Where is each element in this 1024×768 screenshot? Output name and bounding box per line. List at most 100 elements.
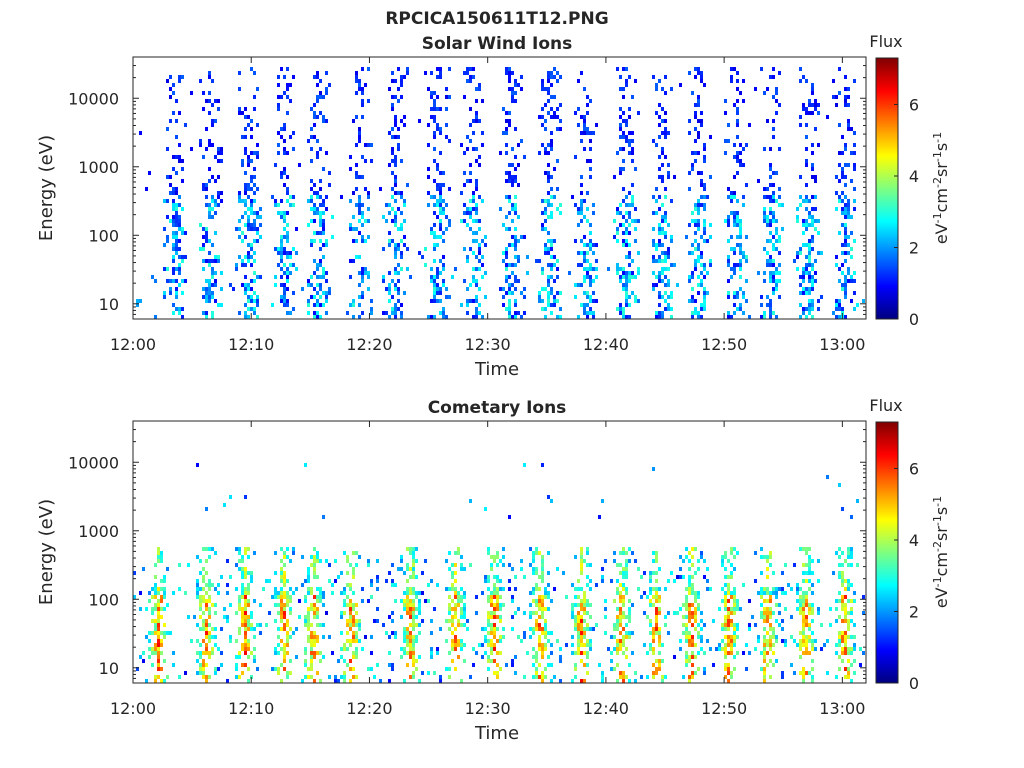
heatmap-cell [283, 595, 286, 599]
heatmap-cell [235, 663, 238, 667]
heatmap-cell [511, 271, 514, 275]
heatmap-cell [652, 75, 655, 79]
heatmap-cell [307, 635, 310, 639]
heatmap-cell [439, 171, 442, 175]
heatmap-cell [250, 299, 253, 303]
heatmap-cell [508, 275, 511, 279]
heatmap-cell [799, 607, 802, 611]
heatmap-cell [628, 231, 631, 235]
heatmap-cell [445, 295, 448, 299]
heatmap-cell [178, 111, 181, 115]
heatmap-cell [799, 547, 802, 551]
heatmap-cell [277, 95, 280, 99]
heatmap-cell [736, 635, 739, 639]
heatmap-cell [709, 235, 712, 239]
heatmap-cell [412, 567, 415, 571]
heatmap-cell [511, 243, 514, 247]
heatmap-cell [316, 291, 319, 295]
heatmap-cell [592, 311, 595, 315]
heatmap-cell [163, 679, 166, 683]
heatmap-cell [499, 639, 502, 643]
heatmap-cell [367, 235, 370, 239]
heatmap-cell [202, 575, 205, 579]
heatmap-cell [346, 647, 349, 651]
heatmap-cell [745, 259, 748, 263]
heatmap-cell [298, 599, 301, 603]
heatmap-cell [808, 671, 811, 675]
heatmap-cell [847, 587, 850, 591]
heatmap-cell [583, 643, 586, 647]
heatmap-cell [583, 255, 586, 259]
heatmap-cell [508, 211, 511, 215]
heatmap-cell [616, 67, 619, 71]
heatmap-cell [574, 667, 577, 671]
heatmap-cell [214, 259, 217, 263]
heatmap-cell [694, 219, 697, 223]
heatmap-cell [844, 603, 847, 607]
heatmap-cell [310, 195, 313, 199]
heatmap-cell [544, 219, 547, 223]
heatmap-cell [475, 219, 478, 223]
heatmap-cell [460, 639, 463, 643]
heatmap-cell [706, 271, 709, 275]
heatmap-cell [541, 679, 544, 683]
heatmap-cell [157, 619, 160, 623]
heatmap-cell [214, 119, 217, 123]
heatmap-cell [586, 267, 589, 271]
heatmap-cell [358, 195, 361, 199]
heatmap-cell [145, 635, 148, 639]
heatmap-cell [766, 663, 769, 667]
heatmap-cell [313, 611, 316, 615]
heatmap-cell [307, 579, 310, 583]
heatmap-cell [244, 603, 247, 607]
heatmap-cell [310, 187, 313, 191]
heatmap-cell [604, 631, 607, 635]
heatmap-cell [772, 183, 775, 187]
heatmap-cell [850, 563, 853, 567]
heatmap-cell [244, 115, 247, 119]
heatmap-cell [586, 271, 589, 275]
heatmap-cell [820, 295, 823, 299]
heatmap-cell [505, 663, 508, 667]
heatmap-cell [196, 595, 199, 599]
heatmap-cell [472, 647, 475, 651]
heatmap-cell [835, 599, 838, 603]
heatmap-cell [406, 183, 409, 187]
heatmap-cell [853, 635, 856, 639]
heatmap-cell [241, 643, 244, 647]
heatmap-cell [481, 99, 484, 103]
heatmap-cell [550, 115, 553, 119]
heatmap-cell [202, 155, 205, 159]
heatmap-cell [685, 587, 688, 591]
heatmap-cell [619, 203, 622, 207]
heatmap-cell [766, 239, 769, 243]
heatmap-cell [733, 143, 736, 147]
heatmap-cell [355, 79, 358, 83]
heatmap-cell [355, 75, 358, 79]
heatmap-cell [802, 267, 805, 271]
heatmap-cell [277, 211, 280, 215]
heatmap-cell [529, 627, 532, 631]
heatmap-cell [583, 291, 586, 295]
heatmap-cell [394, 199, 397, 203]
heatmap-cell [322, 595, 325, 599]
heatmap-cell [340, 611, 343, 615]
heatmap-cell [769, 275, 772, 279]
heatmap-cell [286, 599, 289, 603]
heatmap-cell [160, 607, 163, 611]
heatmap-cell [580, 619, 583, 623]
heatmap-cell [688, 679, 691, 683]
heatmap-cell [244, 191, 247, 195]
heatmap-cell [163, 635, 166, 639]
heatmap-cell [181, 167, 184, 171]
heatmap-cell [352, 619, 355, 623]
heatmap-cell [322, 167, 325, 171]
heatmap-cell [508, 299, 511, 303]
heatmap-cell [733, 567, 736, 571]
heatmap-cells [136, 67, 865, 319]
heatmap-cell [166, 215, 169, 219]
heatmap-cell [736, 159, 739, 163]
heatmap-cell [343, 587, 346, 591]
heatmap-cell [622, 311, 625, 315]
heatmap-cell [580, 627, 583, 631]
